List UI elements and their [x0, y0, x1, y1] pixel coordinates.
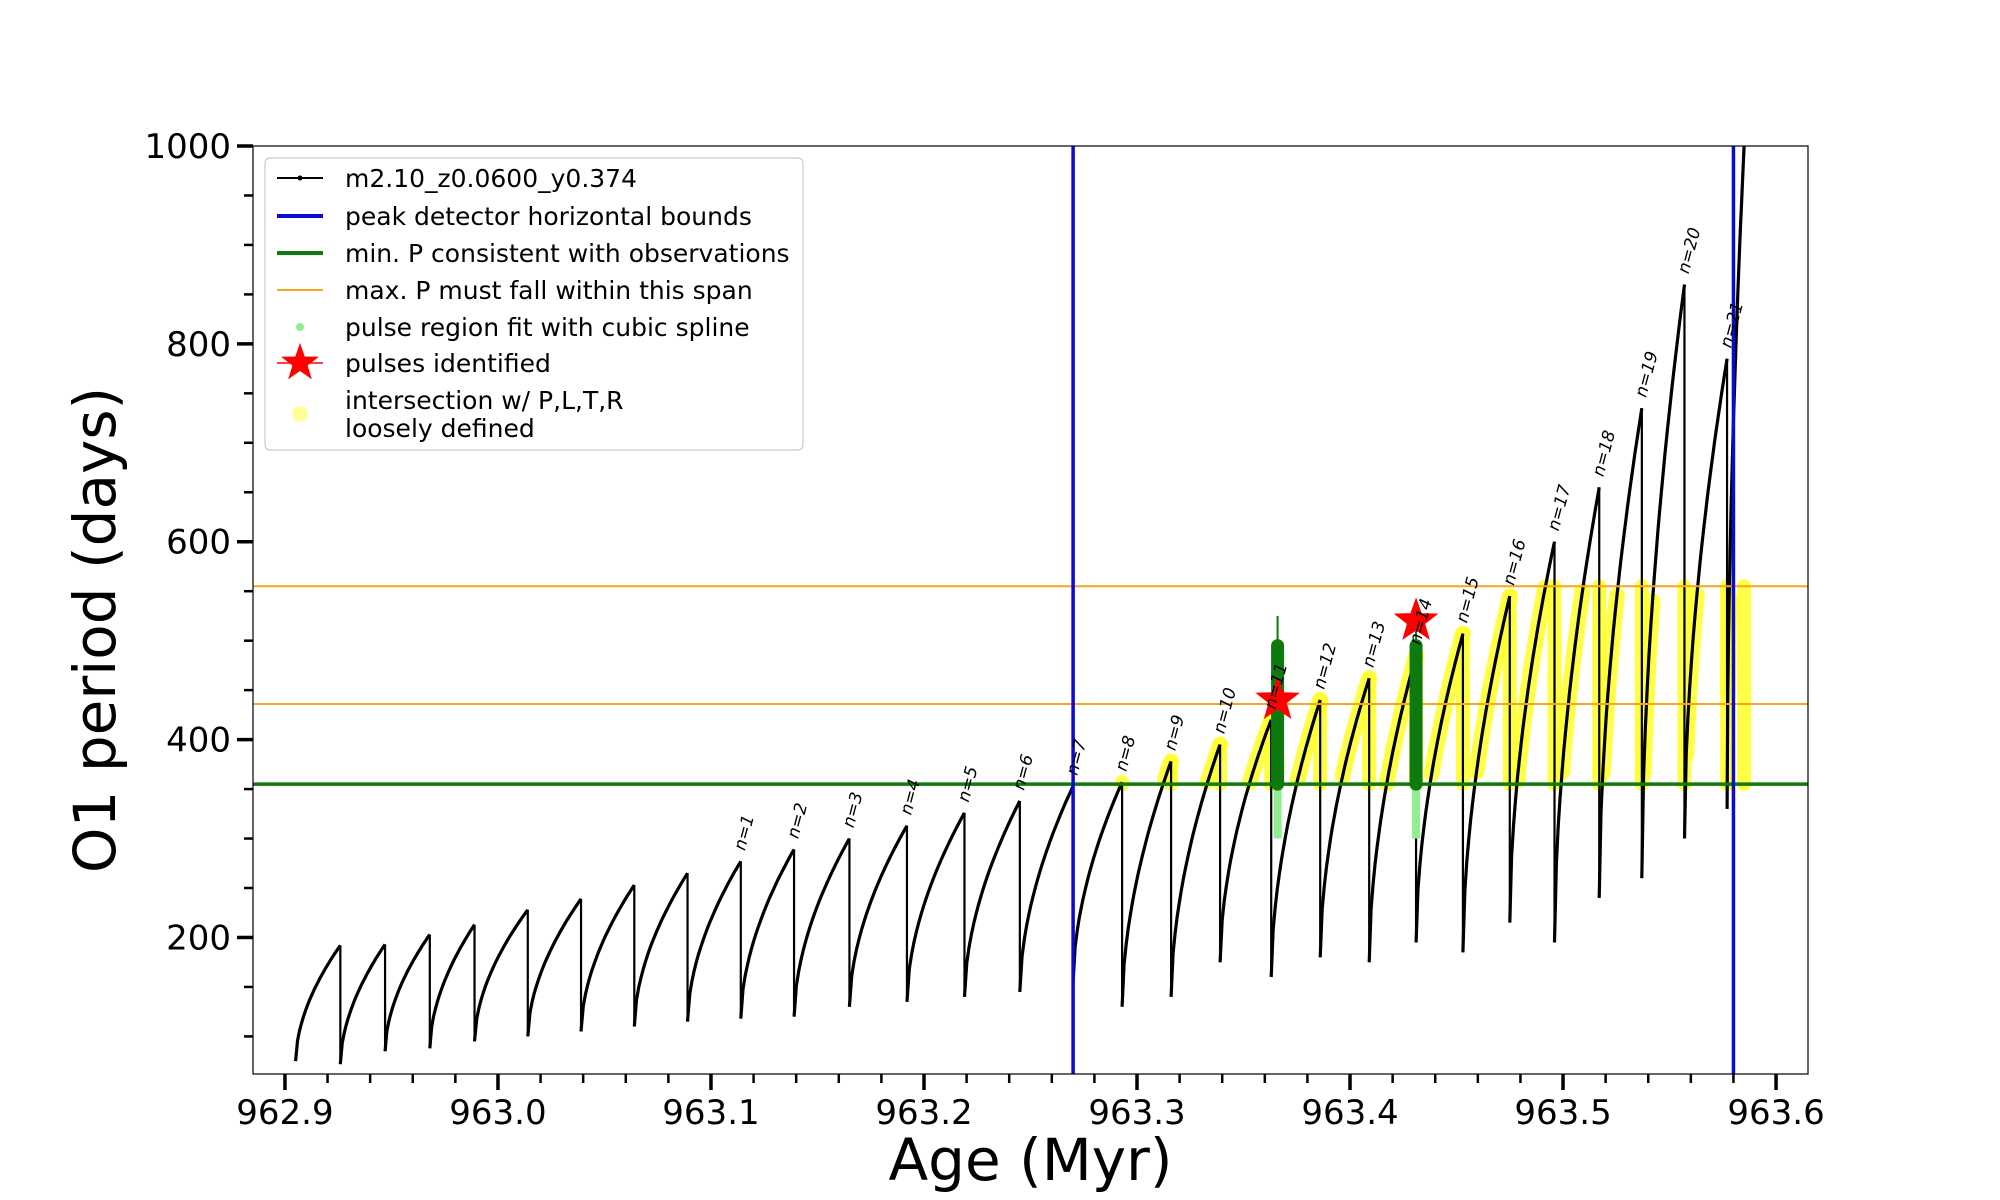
track-cycle-3 — [383, 933, 432, 1052]
track-cycle-4 — [428, 923, 476, 1049]
track-cycle-12 — [847, 824, 909, 1007]
legend-swatch-pulse-star — [281, 343, 319, 380]
track-cycle-5 — [472, 908, 530, 1042]
track-cycle-17 — [1120, 760, 1173, 1007]
x-tick-label-1: 962.9 — [236, 1093, 333, 1133]
track-cycle-8 — [632, 872, 689, 1027]
legend-swatch-intersection — [292, 406, 308, 422]
y-tick-label-4: 800 — [166, 325, 231, 365]
axes: 962.9 963.0 963.1 963.2 963.3 963.4 963.5 963.6… — [144, 127, 1824, 1133]
track-cycle-6 — [526, 897, 583, 1037]
track-cycle-1 — [294, 944, 342, 1062]
track-cycle-29 — [1682, 358, 1729, 839]
evolution-track-layer — [294, 145, 1746, 1065]
y-tick-label-2: 400 — [166, 721, 231, 761]
pulse-label-n=17: n=17 — [1544, 483, 1575, 533]
track-cycle-2 — [338, 943, 387, 1065]
pulse-label-n=15: n=15 — [1452, 575, 1483, 625]
track-cycle-23 — [1414, 633, 1465, 943]
pulse-label-n=7: n=7 — [1063, 737, 1092, 777]
pulse-label-n=21: n=21 — [1717, 300, 1748, 350]
pulses-identified-layer — [1255, 597, 1439, 719]
x-axis-title: Age (Myr) — [888, 1126, 1172, 1194]
plot-frame — [252, 145, 1809, 1075]
pulse-label-n=10: n=10 — [1210, 686, 1241, 736]
legend-label-min_p: min. P consistent with observations — [345, 239, 790, 268]
legend-label-max_p_span: max. P must fall within this span — [345, 276, 753, 305]
pulse-star-1 — [1255, 676, 1300, 719]
track-cycle-16 — [1071, 781, 1124, 983]
track-cycle-18 — [1169, 744, 1222, 997]
pulse-label-n=20: n=20 — [1674, 226, 1705, 276]
pulse-label-n=16: n=16 — [1499, 537, 1530, 587]
spline-fit-layer — [1271, 615, 1423, 839]
track-cycle-9 — [685, 860, 743, 1022]
track-cycle-24 — [1461, 595, 1512, 953]
x-tick-label-4: 963.2 — [875, 1093, 972, 1133]
legend-swatch-spline — [296, 323, 304, 331]
track-cycle-13 — [905, 812, 966, 1002]
pulse-label-n=13: n=13 — [1359, 619, 1390, 669]
track-cycle-25 — [1508, 541, 1557, 923]
legend-swatch-track-marker — [297, 175, 303, 181]
pulse-label-n=12: n=12 — [1310, 641, 1341, 691]
y-tick-label-1: 200 — [166, 918, 231, 958]
track-cycle-28 — [1640, 284, 1687, 879]
pulse-label-n=5: n=5 — [954, 764, 983, 804]
legend-label-pulse: pulses identified — [345, 349, 551, 378]
legend-box — [264, 157, 804, 451]
x-tick-label-5: 963.3 — [1088, 1093, 1185, 1133]
x-tick-label-6: 963.4 — [1301, 1093, 1398, 1133]
pulse-star-2 — [1393, 597, 1439, 640]
reference-lines-layer — [253, 146, 1808, 1074]
pulse-label-n=19: n=19 — [1631, 349, 1662, 399]
track-cycle-20 — [1269, 699, 1322, 978]
track-cycle-19 — [1218, 719, 1273, 963]
pulse-label-n=1: n=1 — [730, 813, 759, 853]
track-cycle-15 — [1018, 785, 1075, 993]
pulse-label-n=8: n=8 — [1112, 733, 1141, 773]
x-tick-label-2: 963.0 — [449, 1093, 546, 1133]
track-cycle-14 — [962, 800, 1022, 997]
pulse-label-n=18: n=18 — [1589, 428, 1620, 478]
legend-label-spline: pulse region fit with cubic spline — [345, 313, 750, 342]
x-tick-label-3: 963.1 — [662, 1093, 759, 1133]
legend-label-intersection: intersection w/ P,L,T,R — [345, 386, 624, 415]
pulse-label-n=6: n=6 — [1009, 752, 1038, 792]
track-cycle-10 — [739, 848, 796, 1019]
legend-label-intersection-line2: loosely defined — [345, 414, 535, 443]
pulse-label-n=2: n=2 — [784, 801, 813, 841]
x-tick-label-8: 963.6 — [1727, 1093, 1824, 1133]
pulse-label-n=14: n=14 — [1406, 597, 1437, 647]
x-tick-label-7: 963.5 — [1514, 1093, 1611, 1133]
track-cycle-11 — [792, 837, 851, 1017]
pulse-label-n=3: n=3 — [839, 790, 868, 830]
track-cycle-7 — [579, 884, 636, 1032]
pulse-label-n=9: n=9 — [1161, 713, 1190, 753]
track-cycle-27 — [1597, 407, 1644, 898]
track-cycle-26 — [1552, 487, 1601, 943]
y-axis-title: O1 period (days) — [61, 387, 129, 873]
legend-label-track: m2.10_z0.0600_y0.374 — [345, 164, 637, 193]
y-tick-label-3: 600 — [166, 523, 231, 563]
y-tick-label-5: 1000 — [144, 127, 231, 167]
track-cycle-22 — [1367, 655, 1418, 963]
legend-label-bounds: peak detector horizontal bounds — [345, 202, 752, 231]
track-cycle-30 — [1725, 145, 1746, 809]
